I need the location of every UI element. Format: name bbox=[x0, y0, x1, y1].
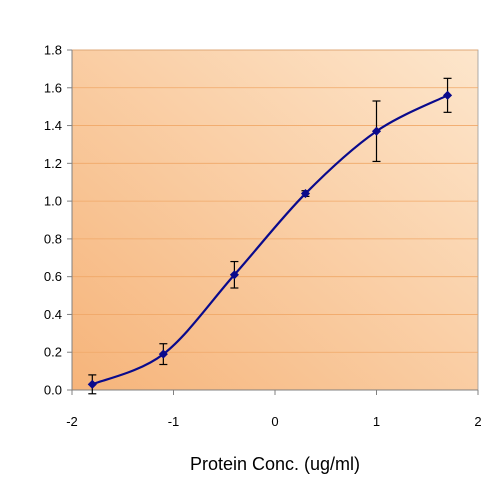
y-tick-label: 0.2 bbox=[44, 345, 62, 360]
y-axis-ticks: 0.0 0.2 0.4 0.6 0.8 1.0 1.2 1.4 1.6 1.8 bbox=[44, 43, 72, 398]
y-tick-label: 0.0 bbox=[44, 383, 62, 398]
data-point bbox=[442, 90, 453, 100]
grid-lines bbox=[72, 49, 478, 353]
y-tick-label: 1.4 bbox=[44, 118, 62, 133]
y-tick-label: 1.0 bbox=[44, 194, 62, 209]
x-tick-label: -2 bbox=[66, 414, 78, 429]
y-tick-label: 1.6 bbox=[44, 80, 62, 95]
x-tick-label: 2 bbox=[474, 414, 481, 429]
plot-area bbox=[71, 49, 479, 391]
y-tick-label: 0.6 bbox=[44, 269, 62, 284]
y-tick-label: 0.4 bbox=[44, 307, 62, 322]
x-tick-label: -1 bbox=[168, 414, 180, 429]
data-point bbox=[371, 126, 382, 136]
y-tick-label: 0.8 bbox=[44, 231, 62, 246]
y-tick-label: 1.8 bbox=[44, 43, 62, 58]
x-tick-label: 0 bbox=[271, 414, 278, 429]
data-points bbox=[87, 90, 453, 389]
x-tick-label: 1 bbox=[373, 414, 380, 429]
data-point bbox=[229, 270, 239, 280]
data-point bbox=[158, 349, 168, 359]
x-axis-title: Protein Conc. (ug/ml) bbox=[190, 454, 360, 474]
x-axis-ticks: -2 -1 0 1 2 bbox=[66, 390, 482, 429]
data-point bbox=[87, 379, 97, 389]
data-point bbox=[300, 188, 311, 199]
y-tick-label: 1.2 bbox=[44, 156, 62, 171]
